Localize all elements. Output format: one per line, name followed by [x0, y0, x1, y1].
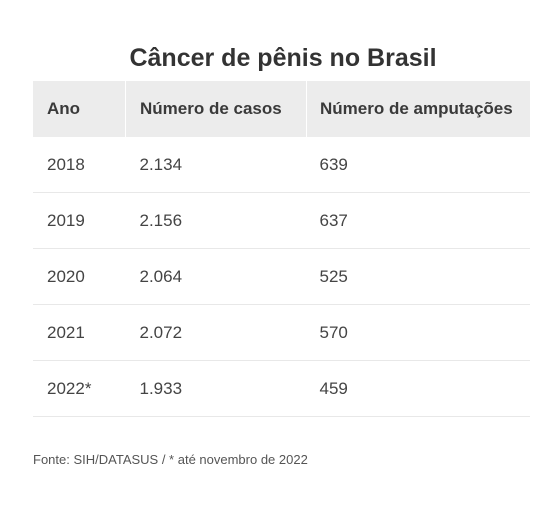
table-row: 2020 2.064 525 — [33, 248, 530, 305]
column-header-amputacoes: Número de amputações — [306, 81, 530, 137]
table-row: 2019 2.156 637 — [33, 192, 530, 249]
cell-amputacoes: 570 — [306, 304, 530, 361]
cell-ano: 2021 — [33, 304, 126, 361]
cell-amputacoes: 639 — [306, 137, 530, 193]
column-header-ano: Ano — [33, 81, 126, 137]
source-footnote: Fonte: SIH/DATASUS / * até novembro de 2… — [33, 452, 308, 467]
cell-amputacoes: 459 — [306, 360, 530, 417]
data-table: Ano Número de casos Número de amputações… — [33, 81, 530, 417]
cell-casos: 2.064 — [125, 248, 307, 305]
cell-amputacoes: 525 — [306, 248, 530, 305]
cell-casos: 2.134 — [125, 137, 307, 193]
cell-ano: 2018 — [33, 137, 126, 193]
cell-casos: 2.072 — [125, 304, 307, 361]
cell-ano: 2020 — [33, 248, 126, 305]
cell-casos: 2.156 — [125, 192, 307, 249]
header-row: Ano Número de casos Número de amputações — [33, 81, 530, 137]
cell-amputacoes: 637 — [306, 192, 530, 249]
table-row: 2018 2.134 639 — [33, 137, 530, 193]
table-row: 2022* 1.933 459 — [33, 360, 530, 417]
column-header-casos: Número de casos — [125, 81, 307, 137]
cell-ano: 2022* — [33, 360, 126, 417]
cell-ano: 2019 — [33, 192, 126, 249]
table-title: Câncer de pênis no Brasil — [129, 44, 437, 72]
table-row: 2021 2.072 570 — [33, 304, 530, 361]
cell-casos: 1.933 — [125, 360, 307, 417]
